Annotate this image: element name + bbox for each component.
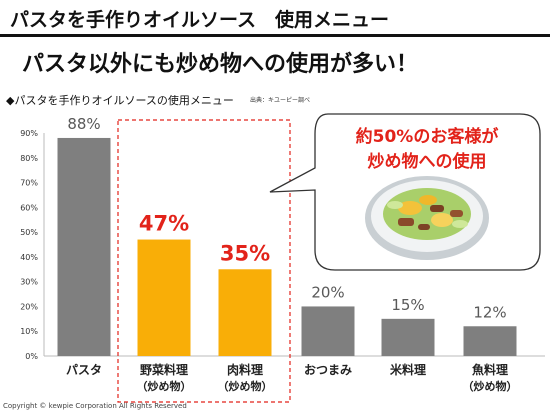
data-label: 35% (220, 241, 270, 265)
headline: パスタ以外にも炒め物への使用が多い！ (22, 52, 419, 77)
x-category-label: パスタ (66, 363, 102, 377)
y-tick-label: 10% (20, 327, 38, 336)
y-tick-label: 80% (20, 154, 38, 163)
highlight-box (117, 119, 291, 403)
x-category-label: 米料理 (390, 362, 426, 377)
y-tick-label: 60% (20, 203, 38, 212)
bar (381, 318, 435, 356)
callout-line2: 炒め物への使用 (368, 151, 487, 172)
x-category-label: 野菜料理 (140, 362, 188, 377)
callout-bubble: 約50%のお客様が 炒め物への使用 (269, 113, 541, 271)
copyright-notice: Copyright © kewpie Corporation All Right… (3, 402, 187, 410)
bar (301, 306, 355, 356)
x-category-sublabel: （炒め物） (218, 379, 273, 393)
page-header: パスタを手作りオイルソース 使用メニュー (0, 0, 550, 37)
bar (57, 137, 111, 356)
y-tick-label: 20% (20, 302, 38, 311)
x-category-label: おつまみ (304, 363, 352, 377)
chart-caption: ◆パスタを手作りオイルソースの使用メニュー (6, 94, 234, 107)
x-category-label: 魚料理 (472, 362, 508, 377)
data-label: 15% (391, 296, 424, 314)
data-label: 20% (311, 283, 344, 301)
y-tick-label: 70% (20, 179, 38, 188)
y-tick-label: 90% (20, 129, 38, 138)
callout-line1: 約50%のお客様が (356, 126, 499, 147)
bar (463, 326, 517, 356)
x-category-sublabel: （炒め物） (463, 379, 518, 393)
y-tick-label: 40% (20, 253, 38, 262)
y-tick-label: 50% (20, 228, 38, 237)
bar (218, 269, 272, 356)
bar-series: 88% パスタ 47% 野菜料理 （炒め物） 35% 肉料理 （炒め物） 20% おつまみ 15% 米… (57, 115, 518, 393)
bar (137, 239, 191, 356)
x-category-label: 肉料理 (227, 362, 263, 377)
y-tick-label: 30% (20, 278, 38, 287)
y-tick-label: 0% (25, 352, 38, 361)
data-label: 88% (67, 115, 100, 133)
data-label: 47% (139, 212, 189, 236)
y-axis: 0% 10% 20% 30% 40% 50% 60% 70% 80% 90% (20, 129, 545, 361)
x-category-sublabel: （炒め物） (137, 379, 192, 393)
source-note: 出典：キユーピー調べ (250, 97, 311, 104)
header-title: パスタを手作りオイルソース 使用メニュー (10, 9, 390, 31)
stir-fry-dish-photo-icon (365, 176, 489, 260)
data-label: 12% (473, 303, 506, 321)
